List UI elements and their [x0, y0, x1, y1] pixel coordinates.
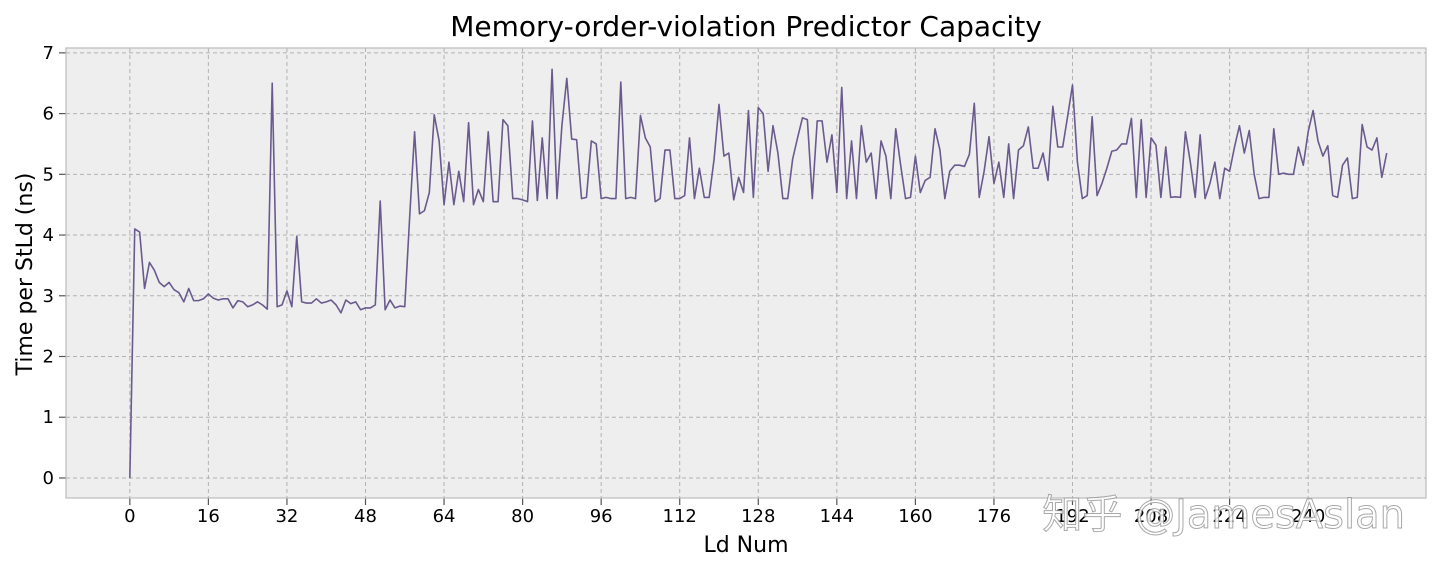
plot-area-frame: [65, 47, 1427, 499]
x-tick-label: 80: [511, 506, 534, 527]
x-tick-label: 192: [1055, 506, 1089, 527]
y-tick-label: 4: [43, 225, 54, 246]
x-tick-label: 208: [1134, 506, 1168, 527]
x-tick-label: 144: [820, 506, 854, 527]
chart-title: Memory-order-violation Predictor Capacit…: [450, 10, 1042, 43]
y-tick-label: 5: [43, 164, 54, 185]
x-tick-label: 96: [590, 506, 613, 527]
y-tick-label: 7: [43, 43, 54, 64]
x-tick-label: 240: [1291, 506, 1325, 527]
x-tick-label: 160: [898, 506, 932, 527]
x-tick-label: 176: [977, 506, 1011, 527]
x-tick-label: 64: [433, 506, 456, 527]
x-tick-label: 48: [354, 506, 377, 527]
series-line: [129, 68, 1388, 478]
x-tick-label: 224: [1212, 506, 1246, 527]
x-tick-label: 32: [275, 506, 298, 527]
y-tick-label: 1: [43, 407, 54, 428]
y-axis-label: Time per StLd (ns): [13, 173, 38, 377]
plot-area-background: [66, 48, 1426, 498]
y-tick-label: 2: [43, 347, 54, 368]
x-axis-ticks: 0 16 32 48 64 80 96 112 128 144 160 176 192 208 224 240: [124, 498, 1325, 527]
y-tick-label: 0: [43, 468, 54, 489]
y-axis-ticks: 0 1 2 3 4 5 6 7: [43, 43, 66, 489]
x-tick-label: 0: [124, 506, 135, 527]
x-tick-label: 112: [663, 506, 697, 527]
y-tick-label: 6: [43, 104, 54, 125]
y-tick-label: 3: [43, 286, 54, 307]
x-tick-label: 128: [741, 506, 775, 527]
x-tick-label: 16: [197, 506, 220, 527]
x-axis-label: Ld Num: [703, 533, 788, 558]
watermark: 知乎 @JamesAslan: [1042, 492, 1405, 538]
